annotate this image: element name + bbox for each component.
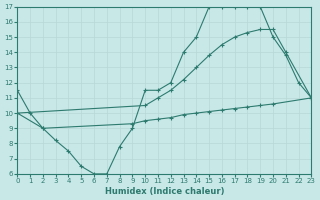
X-axis label: Humidex (Indice chaleur): Humidex (Indice chaleur) <box>105 187 224 196</box>
